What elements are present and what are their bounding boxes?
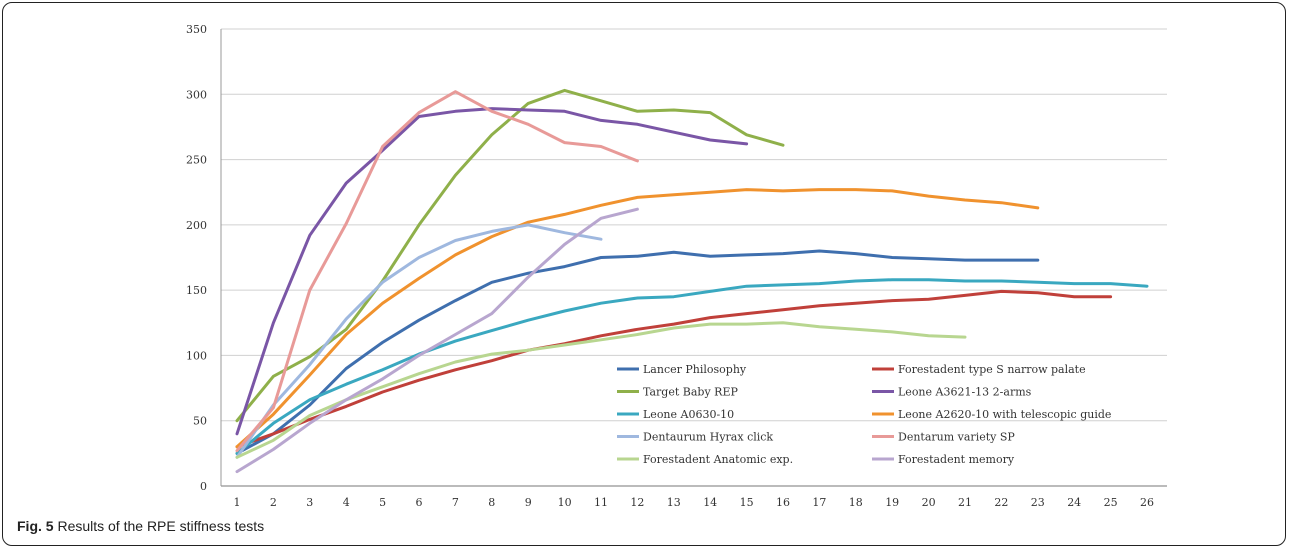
x-tick-label: 8	[488, 496, 495, 509]
x-tick-label: 9	[525, 496, 532, 509]
series-line	[235, 289, 1113, 449]
x-tick-label: 23	[1031, 496, 1045, 509]
legend-layer: Lancer Philosophy Forestadent type S narr…	[617, 363, 1111, 466]
x-tick-label: 21	[958, 496, 972, 509]
x-tick-label: 24	[1067, 496, 1081, 509]
figure-caption-text: Results of the RPE stiffness tests	[57, 518, 265, 534]
y-tick-label: 300	[186, 88, 207, 101]
y-tick-label: 50	[193, 415, 207, 428]
series-line	[235, 90, 639, 453]
x-tick-label: 13	[667, 496, 681, 509]
figure-caption: Fig. 5 Results of the RPE stiffness test…	[17, 518, 264, 534]
x-tick-label: 18	[849, 496, 863, 509]
legend-label: Lancer Philosophy	[643, 363, 747, 376]
x-tick-label: 16	[776, 496, 790, 509]
x-tick-label: 1	[234, 496, 241, 509]
x-tick-label: 25	[1104, 496, 1118, 509]
x-tick-label: 15	[740, 496, 754, 509]
x-tick-label: 2	[270, 496, 277, 509]
x-tick-label: 19	[885, 496, 899, 509]
legend-label: Forestadent Anatomic exp.	[643, 453, 793, 466]
x-tick-label: 5	[379, 496, 386, 509]
series-line	[235, 107, 749, 436]
figure-caption-label: Fig. 5	[17, 518, 54, 534]
x-tick-label: 12	[630, 496, 644, 509]
y-tick-label: 250	[186, 154, 207, 167]
series-line	[235, 207, 639, 474]
x-tick-label: 7	[452, 496, 459, 509]
legend-label: Leone A0630-10	[643, 408, 734, 421]
series-line	[235, 223, 603, 459]
y-tick-label: 100	[186, 349, 207, 362]
series-line	[235, 278, 1149, 455]
x-tick-label: 6	[416, 496, 423, 509]
legend-label: Target Baby REP	[643, 386, 738, 399]
x-tick-label: 4	[343, 496, 350, 509]
legend-label: Leone A2620-10 with telescopic guide	[898, 408, 1111, 421]
legend-label: Leone A3621-13 2-arms	[898, 386, 1032, 399]
x-tick-label: 10	[558, 496, 572, 509]
legend-label: Dentaurum Hyrax click	[643, 431, 773, 444]
legend-label: Forestadent memory	[898, 453, 1015, 466]
grid-layer	[221, 28, 1167, 487]
legend-label: Dentarum variety SP	[898, 431, 1015, 444]
x-tick-label: 17	[812, 496, 826, 509]
y-tick-label: 200	[186, 219, 207, 232]
y-tick-label: 150	[186, 284, 207, 297]
y-tick-label: 0	[200, 480, 207, 493]
x-tick-label: 22	[994, 496, 1008, 509]
legend-label: Forestadent type S narrow palate	[898, 363, 1086, 376]
series-line	[235, 188, 1040, 449]
x-tick-label: 11	[594, 496, 608, 509]
x-tick-label: 26	[1140, 496, 1154, 509]
x-tick-label: 3	[306, 496, 313, 509]
x-tick-label: 20	[922, 496, 936, 509]
series-line	[235, 321, 967, 459]
series-layer	[235, 88, 1149, 474]
x-tick-label: 14	[703, 496, 717, 509]
series-line	[235, 249, 1040, 455]
y-tick-label: 350	[186, 23, 207, 36]
